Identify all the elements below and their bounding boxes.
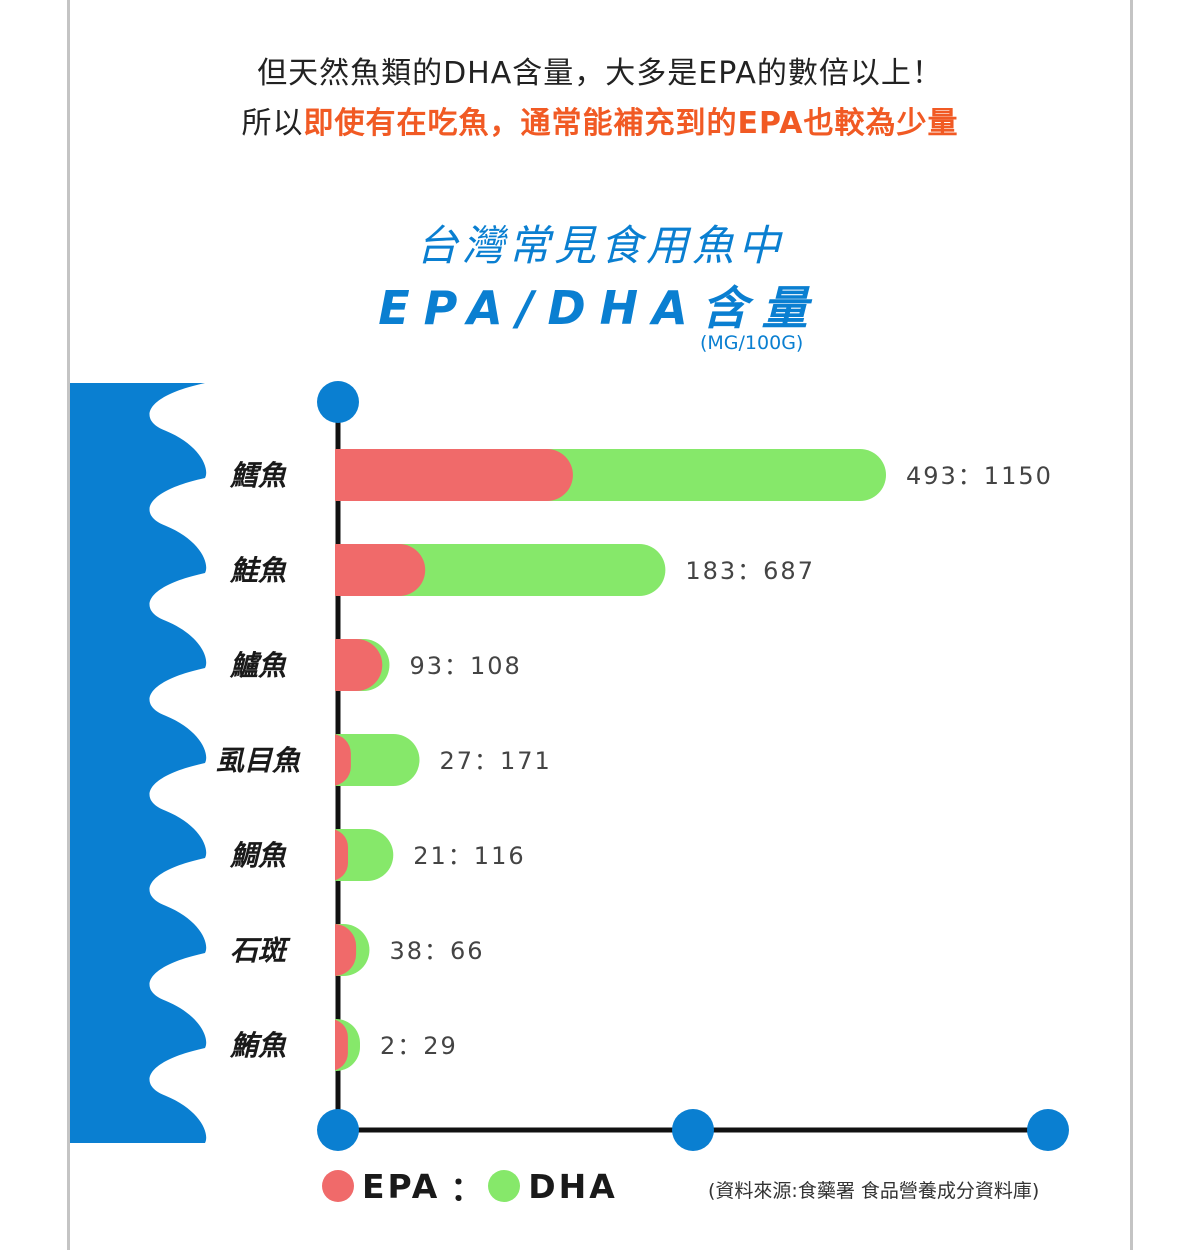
axis-dot [317,381,359,423]
legend-separator: ： [450,1169,487,1208]
chart-title-line-2: EPA/DHA含量 [378,281,822,335]
category-label: 鯛魚 [229,839,287,872]
headline-highlight: 即使有在吃魚，通常能補充到的EPA也較為少量 [303,106,959,141]
legend-dha-label: DHA [528,1166,618,1206]
bar-mask [308,427,335,1105]
value-label: 93：108 [409,652,521,680]
value-label: 183：687 [685,557,815,585]
category-label: 虱目魚 [216,744,301,777]
legend-epa-label: EPA [362,1166,441,1206]
value-label: 21：116 [413,842,525,870]
legend-dha-swatch [488,1170,521,1202]
chart-unit: (MG/100G) [700,332,804,354]
epa-bar [312,449,573,501]
headline-line-2: 所以即使有在吃魚，通常能補充到的EPA也較為少量 [0,98,1200,142]
value-label: 2：29 [380,1032,458,1060]
axis-dot [672,1109,714,1151]
legend: EPA ： DHA [322,1166,626,1208]
category-label: 石斑 [230,934,291,967]
wave-decoration [70,383,207,1143]
axis-dot [1027,1109,1069,1151]
value-label: 38：66 [389,937,484,965]
axis-dot [317,1109,359,1151]
headline-prefix: 所以 [241,106,304,141]
right-frame-line [1130,0,1133,1250]
legend-epa-swatch [322,1170,354,1202]
category-label: 鮪魚 [229,1029,287,1062]
category-label: 鱈魚 [229,459,287,492]
epa-bar [312,544,426,596]
value-label: 493：1150 [906,462,1053,490]
chart-labels: 鱈魚 493：1150 鮭魚 183：687 鱸魚 93：108 虱目魚 27：171 鯛魚 21… [216,459,1053,1062]
chart-axes [317,381,1069,1151]
chart-bars [308,427,886,1105]
headline-line-1: 但天然魚類的DHA含量，大多是EPA的數倍以上！ [257,56,943,91]
category-label: 鮭魚 [229,554,287,587]
left-frame-line [67,0,70,1250]
category-label: 鱸魚 [229,649,287,682]
value-label: 27：171 [439,747,551,775]
data-source-note: (資料來源:食藥署 食品營養成分資料庫) [708,1180,1040,1202]
chart-title-line-1: 台灣常見食用魚中 [415,221,784,270]
